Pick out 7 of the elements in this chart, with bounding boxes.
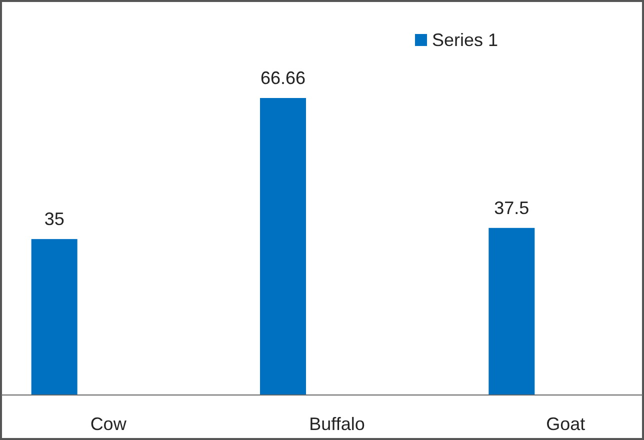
data-label: 66.66 (260, 68, 306, 88)
x-tick-label: Buffalo (309, 414, 365, 434)
legend-label: Series 1 (432, 30, 498, 50)
x-tick-label: Goat (546, 414, 586, 434)
data-label: 37.5 (494, 198, 530, 218)
data-label: 35 (44, 209, 64, 230)
x-tick-label: Cow (90, 414, 128, 434)
